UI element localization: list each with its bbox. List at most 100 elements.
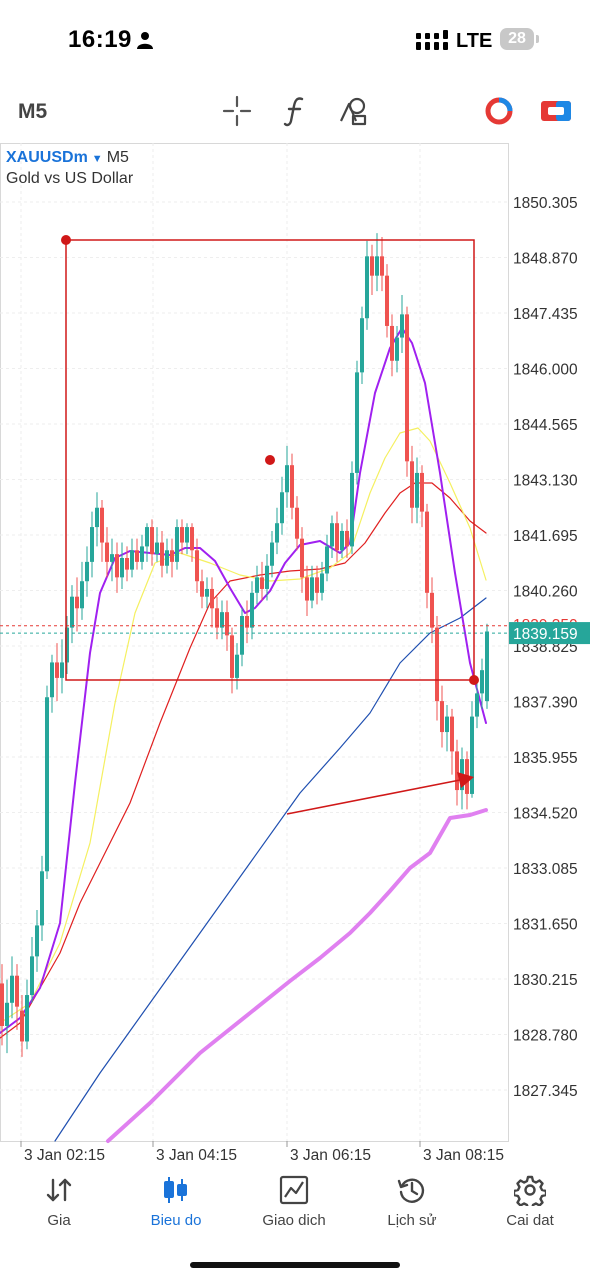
- candle-body: [350, 472, 354, 547]
- candle-body: [125, 558, 129, 570]
- candle-body: [485, 631, 489, 702]
- candle-body: [440, 701, 444, 733]
- symbol-timeframe: M5: [106, 149, 129, 166]
- candle-body: [20, 1010, 24, 1042]
- candle-body: [410, 461, 414, 508]
- drawn-arrow-head: [457, 772, 474, 788]
- price-chart[interactable]: 1850.305 1848.870 1847.435 1846.000 1844.565…: [0, 143, 590, 1170]
- candle-body: [210, 588, 214, 609]
- nav-history-label: Lịch sử: [387, 1212, 437, 1229]
- symbol-header[interactable]: XAUUSDm ▼ M5: [6, 149, 129, 167]
- chart-canvas[interactable]: 1850.305 1848.870 1847.435 1846.000 1844.565…: [0, 143, 590, 1170]
- trading-signals-icon[interactable]: [483, 94, 515, 128]
- price-axis-label: 1833.085: [513, 861, 578, 878]
- candle-body: [220, 612, 224, 628]
- home-indicator: [190, 1262, 400, 1268]
- nav-trade-label: Giao dich: [262, 1212, 326, 1229]
- nav-chart[interactable]: Bieu do: [121, 1174, 231, 1234]
- candle-body: [280, 492, 284, 524]
- objects-icon[interactable]: [336, 94, 368, 128]
- signal-icon: [416, 30, 448, 50]
- candle-body: [420, 472, 424, 512]
- candle-body: [470, 716, 474, 794]
- candle-body: [320, 573, 324, 593]
- ma-violet-line: [106, 808, 488, 1143]
- candle-body: [295, 507, 299, 539]
- candle-body: [370, 256, 374, 276]
- candle-body: [30, 956, 34, 996]
- nav-history[interactable]: Lịch sử: [357, 1174, 467, 1234]
- candle-body: [315, 577, 319, 593]
- candle-body: [235, 654, 239, 678]
- candle-body: [445, 716, 449, 733]
- candle-body: [390, 325, 394, 361]
- candle-body: [405, 314, 409, 462]
- current-price-tag: [509, 622, 590, 645]
- candle-body: [100, 507, 104, 543]
- price-axis-label: 1846.000: [513, 362, 578, 379]
- candle-body: [255, 577, 259, 593]
- timeframe-button[interactable]: M5: [18, 100, 48, 123]
- candle-body: [70, 596, 74, 628]
- candle-body: [400, 314, 404, 338]
- ma-yellow-line: [0, 427, 487, 1024]
- candle-body: [65, 627, 69, 663]
- status-bar: 16:19 LTE 28: [0, 0, 590, 80]
- nav-quotes-label: Gia: [47, 1212, 71, 1229]
- candle-body: [415, 472, 419, 508]
- candle-body: [230, 635, 234, 678]
- candle-body: [450, 716, 454, 752]
- crosshair-icon[interactable]: [221, 94, 253, 128]
- time-axis-label: 3 Jan 04:15: [156, 1147, 237, 1164]
- price-axis-label: 1837.390: [513, 695, 578, 712]
- candle-body: [340, 530, 344, 551]
- candle-body: [60, 662, 64, 678]
- one-click-trading-icon[interactable]: [540, 94, 572, 128]
- candlestick-icon: [164, 1177, 187, 1203]
- indicators-icon[interactable]: [280, 94, 312, 128]
- trend-chart-icon: [279, 1175, 309, 1205]
- price-axis-label: 1841.695: [513, 528, 578, 545]
- candle-body: [150, 527, 154, 555]
- price-axis-label: 1827.345: [513, 1083, 578, 1100]
- candle-body: [270, 542, 274, 566]
- nav-quotes[interactable]: Gia: [4, 1174, 114, 1234]
- candle-body: [480, 670, 484, 694]
- candle-body: [165, 550, 169, 566]
- nav-settings[interactable]: Cai dat: [475, 1174, 585, 1234]
- candle-body: [435, 627, 439, 702]
- sort-arrows-icon: [46, 1178, 72, 1202]
- candle-body: [380, 256, 384, 276]
- candle-body: [265, 565, 269, 589]
- symbol-description: Gold vs US Dollar: [6, 170, 134, 187]
- status-time: 16:19: [68, 26, 132, 53]
- candle-body: [5, 1002, 9, 1026]
- candle-body: [305, 577, 309, 601]
- candle-body: [275, 523, 279, 543]
- nav-trade[interactable]: Giao dich: [239, 1174, 349, 1234]
- candle-body: [170, 550, 174, 562]
- candle-body: [475, 693, 479, 717]
- candle-body: [425, 511, 429, 593]
- symbol-name[interactable]: XAUUSDm: [6, 149, 88, 166]
- candle-body: [35, 925, 39, 957]
- price-axis-label: 1850.305: [513, 195, 578, 212]
- candle-body: [25, 995, 29, 1042]
- symbol-dropdown-icon[interactable]: ▼: [91, 153, 103, 165]
- candle-body: [285, 465, 289, 493]
- candle-body: [145, 527, 149, 547]
- candle-body: [95, 507, 99, 528]
- drawn-arrow-line: [286, 779, 461, 815]
- price-axis-label: 1828.780: [513, 1028, 578, 1045]
- candle-body: [80, 581, 84, 609]
- price-axis-label: 1844.565: [513, 417, 578, 434]
- price-axis-label: 1843.130: [513, 473, 578, 490]
- candle-body: [185, 527, 189, 543]
- candle-body: [260, 577, 264, 589]
- candle-body: [85, 561, 89, 582]
- price-axis-label: 1830.215: [513, 972, 578, 989]
- candle-body: [355, 372, 359, 473]
- candle-body: [430, 592, 434, 628]
- candle-body: [105, 542, 109, 562]
- network-label: LTE: [456, 30, 493, 52]
